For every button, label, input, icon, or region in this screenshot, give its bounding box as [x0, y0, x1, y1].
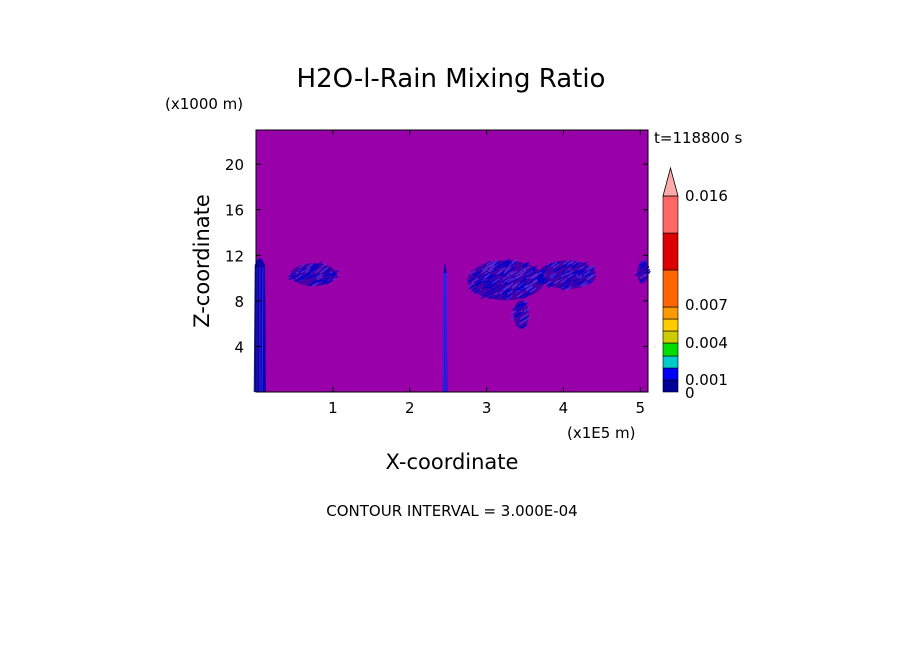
rain-patch [634, 258, 651, 284]
colorbar: 00.001 0.004 0.007 0.016 [662, 166, 728, 402]
y-tick-label: 4 [234, 338, 244, 356]
rain-patch [510, 299, 532, 330]
rain-patch [288, 261, 339, 288]
x-unit-label: (x1E5 m) [567, 424, 636, 442]
x-tick-label: 4 [559, 399, 569, 417]
plot-background [256, 130, 648, 392]
y-unit-label: (x1000 m) [165, 95, 243, 113]
colorbar-label: 0.007 [685, 296, 728, 314]
plot-frame [255, 129, 649, 393]
colorbar-segment [662, 195, 679, 234]
x-tick-label: 2 [405, 399, 415, 417]
rain-patch [467, 258, 548, 301]
x-tick-label: 3 [482, 399, 492, 417]
colorbar-segment [662, 318, 679, 332]
colorbar-label: 0.016 [685, 187, 728, 205]
x-axis-label: X-coordinate [386, 450, 519, 474]
colorbar-segment [662, 355, 679, 369]
x-axis-ticks: 1 2 3 4 5 [328, 130, 645, 417]
chart-title: H2O-l-Rain Mixing Ratio [297, 64, 606, 94]
data-features [253, 258, 651, 393]
colorbar-segment [662, 232, 679, 271]
rain-column [253, 258, 266, 393]
y-tick-label: 20 [225, 156, 244, 174]
rain-patch [535, 259, 597, 291]
y-tick-label: 16 [225, 202, 244, 220]
colorbar-segment [662, 269, 679, 308]
y-tick-label: 12 [225, 247, 244, 265]
colorbar-label: 0 [685, 384, 695, 402]
colorbar-segment [662, 306, 679, 320]
colorbar-segment [662, 342, 679, 357]
colorbar-extend-arrow [662, 166, 679, 197]
colorbar-segment [662, 379, 679, 393]
contour-interval-label: CONTOUR INTERVAL = 3.000E-04 [326, 502, 577, 520]
colorbar-label: 0.004 [685, 334, 728, 352]
x-tick-label: 1 [328, 399, 338, 417]
colorbar-label: 0.001 [685, 371, 728, 389]
y-tick-label: 8 [234, 293, 244, 311]
y-axis-ticks: 4 8 12 16 20 [225, 156, 648, 356]
colorbar-segment [662, 330, 679, 344]
time-label: t=118800 s [654, 129, 742, 147]
colorbar-segment [662, 367, 679, 381]
rain-column [442, 264, 448, 393]
y-axis-label: Z-coordinate [190, 194, 214, 328]
x-tick-label: 5 [636, 399, 646, 417]
